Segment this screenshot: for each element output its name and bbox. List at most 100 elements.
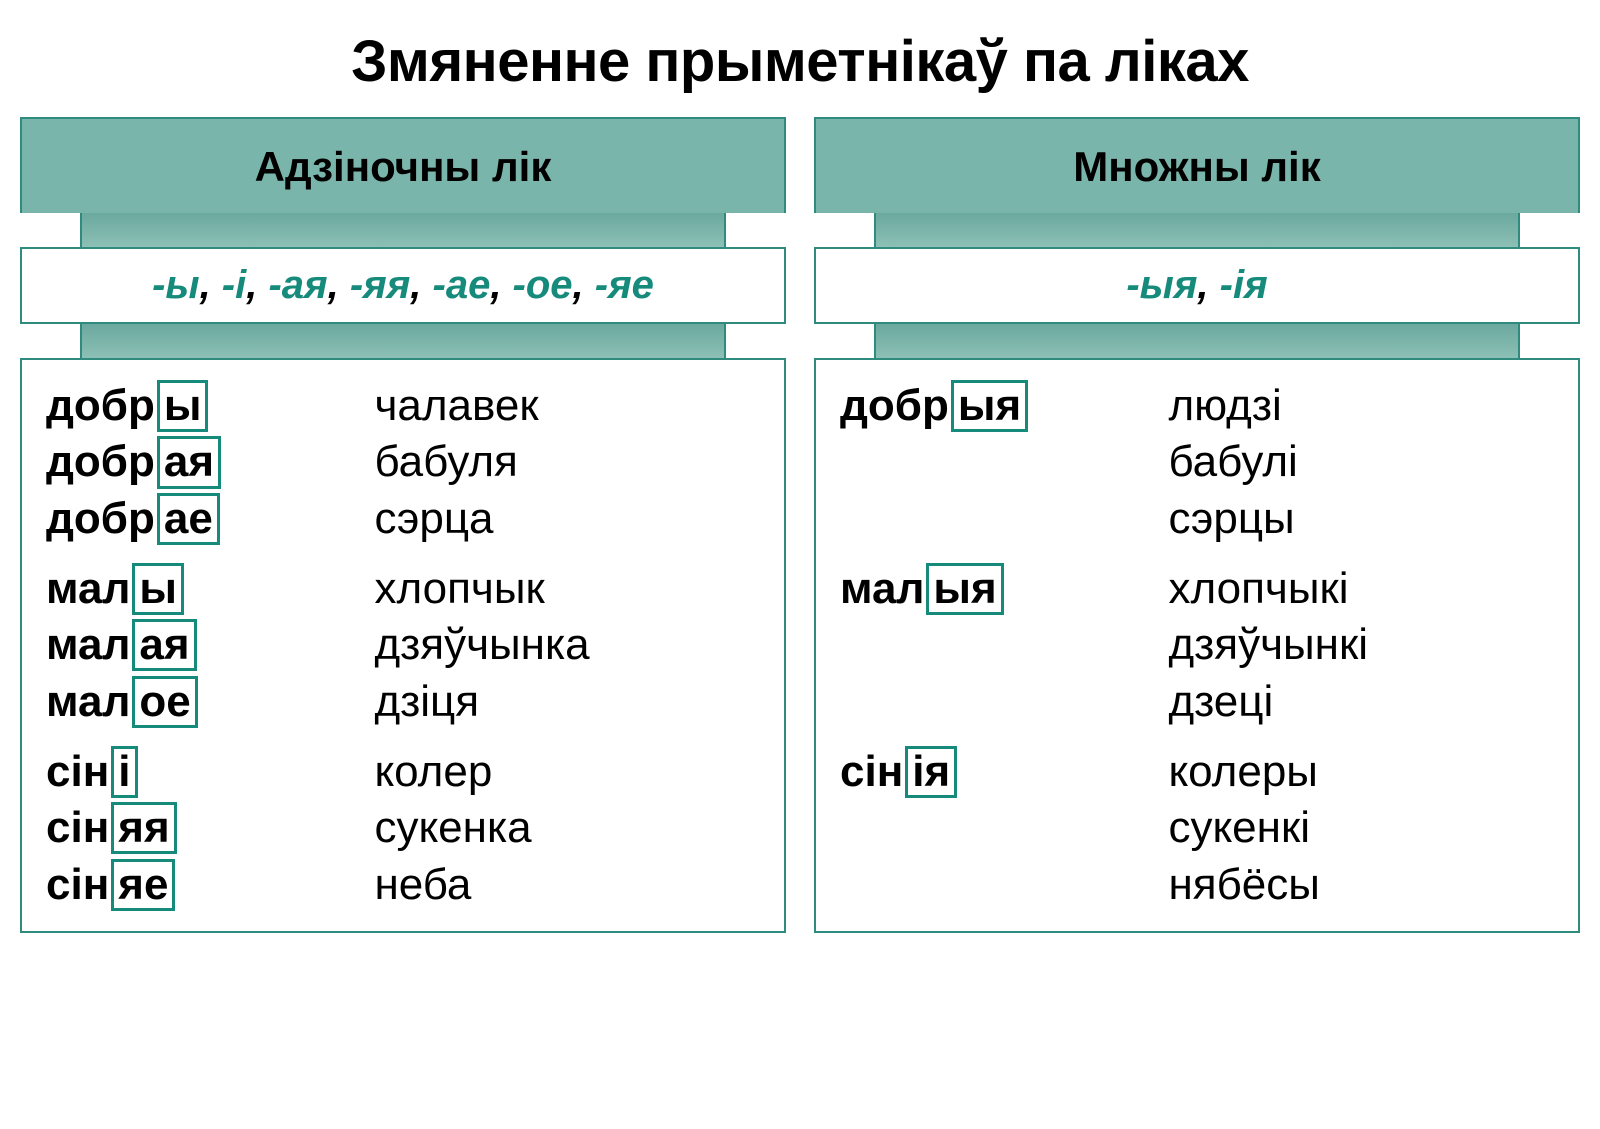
noun: хлопчык [374, 561, 760, 617]
adjective: малы [46, 561, 374, 617]
example-group: добрыялюдзідобрыябабулідобрыясэрцы [840, 378, 1554, 547]
adjective: сіняе [46, 857, 374, 913]
adjective-suffix: ы [157, 380, 209, 432]
noun: чалавек [374, 378, 760, 434]
adjective-suffix: ыя [951, 380, 1028, 432]
noun: колер [374, 744, 760, 800]
ending: -ая [268, 263, 327, 307]
example-row: добрыясэрцы [840, 491, 1554, 547]
adjective-stem: добр [46, 437, 155, 486]
adjective-stem: мал [46, 564, 130, 613]
noun: дзяўчынка [374, 617, 760, 673]
example-row: добраесэрца [46, 491, 760, 547]
example-row: добрыялюдзі [840, 378, 1554, 434]
example-row: малыхлопчык [46, 561, 760, 617]
separator: , [573, 263, 595, 307]
adjective: добрыя [840, 378, 1168, 434]
adjective-stem: мал [46, 677, 130, 726]
column-singular: Адзіночны лік -ы, -і, -ая, -яя, -ае, -ое,… [20, 117, 786, 933]
adjective-suffix: ая [157, 436, 221, 488]
adjective-stem: мал [46, 620, 130, 669]
noun: колеры [1168, 744, 1554, 800]
adjective-suffix: ыя [926, 563, 1003, 615]
noun: неба [374, 857, 760, 913]
example-row: малыядзяўчынкі [840, 617, 1554, 673]
connector [874, 324, 1520, 358]
ending: -яя [350, 263, 410, 307]
examples-body: добрычалавекдобраябабулядобраесэрцамалых… [20, 358, 786, 933]
noun: сэрца [374, 491, 760, 547]
example-row: сініколер [46, 744, 760, 800]
column-header: Множны лік [814, 117, 1580, 213]
example-row: добры чалавек [46, 378, 760, 434]
separator: , [1197, 263, 1219, 307]
adjective-stem: мал [840, 564, 924, 613]
adjective-suffix: ае [157, 493, 220, 545]
adjective: малыя [840, 561, 1168, 617]
example-row: малоедзіця [46, 674, 760, 730]
noun: людзі [1168, 378, 1554, 434]
noun: сэрцы [1168, 491, 1554, 547]
adjective: добрае [46, 491, 374, 547]
column-plural: Множны лік-ыя, -іядобрыялюдзідобрыябабул… [814, 117, 1580, 933]
noun: дзяўчынкі [1168, 617, 1554, 673]
noun: хлопчыкі [1168, 561, 1554, 617]
noun: дзіця [374, 674, 760, 730]
example-group: малыхлопчыкмалаядзяўчынкамалоедзіця [46, 561, 760, 730]
separator: , [328, 263, 350, 307]
adjective-stem: сін [46, 803, 109, 852]
example-row: добрыябабулі [840, 434, 1554, 490]
example-row: сінія колеры [840, 744, 1554, 800]
ending: -ія [1220, 263, 1268, 307]
noun: сукенка [374, 800, 760, 856]
adjective-suffix: ое [132, 676, 197, 728]
ending: -ыя [1126, 263, 1197, 307]
connector [80, 213, 726, 247]
adjective-suffix: яе [111, 859, 175, 911]
endings-row: -ыя, -ія [814, 247, 1580, 324]
noun: дзеці [1168, 674, 1554, 730]
example-group: сінія колерысініясукенкісінія нябёсы [840, 744, 1554, 913]
ending: -яе [595, 263, 654, 307]
connector [874, 213, 1520, 247]
adjective-suffix: ая [132, 619, 196, 671]
noun: бабуля [374, 434, 760, 490]
separator: , [200, 263, 222, 307]
example-row: сіняенеба [46, 857, 760, 913]
adjective-stem: сін [46, 747, 109, 796]
example-row: малыяхлопчыкі [840, 561, 1554, 617]
adjective-stem: добр [46, 494, 155, 543]
adjective-suffix: і [111, 746, 137, 798]
adjective: добрая [46, 434, 374, 490]
examples-body: добрыялюдзідобрыябабулідобрыясэрцымалыях… [814, 358, 1580, 933]
separator: , [410, 263, 432, 307]
example-group: добрычалавекдобраябабулядобраесэрца [46, 378, 760, 547]
adjective-suffix: ія [905, 746, 957, 798]
ending: -ы [152, 263, 199, 307]
example-group: малыяхлопчыкімалыядзяўчынкімалыядзеці [840, 561, 1554, 730]
example-row: добраябабуля [46, 434, 760, 490]
adjective-stem: сін [46, 860, 109, 909]
adjective-suffix: ы [132, 563, 184, 615]
endings-row: -ы, -і, -ая, -яя, -ае, -ое, -яе [20, 247, 786, 324]
ending: -і [222, 263, 246, 307]
connector [80, 324, 726, 358]
noun: нябёсы [1168, 857, 1554, 913]
adjective-stem: добр [46, 381, 155, 430]
adjective: сіняя [46, 800, 374, 856]
column-header: Адзіночны лік [20, 117, 786, 213]
noun: сукенкі [1168, 800, 1554, 856]
example-group: сініколерсіняясукенкасіняенеба [46, 744, 760, 913]
adjective-stem: сін [840, 747, 903, 796]
separator: , [246, 263, 268, 307]
adjective-suffix: яя [111, 802, 176, 854]
separator: , [490, 263, 512, 307]
example-row: сініясукенкі [840, 800, 1554, 856]
example-row: малаядзяўчынка [46, 617, 760, 673]
adjective: сіні [46, 744, 374, 800]
adjective: малое [46, 674, 374, 730]
noun: бабулі [1168, 434, 1554, 490]
example-row: малыядзеці [840, 674, 1554, 730]
adjective-stem: добр [840, 381, 949, 430]
adjective: малая [46, 617, 374, 673]
